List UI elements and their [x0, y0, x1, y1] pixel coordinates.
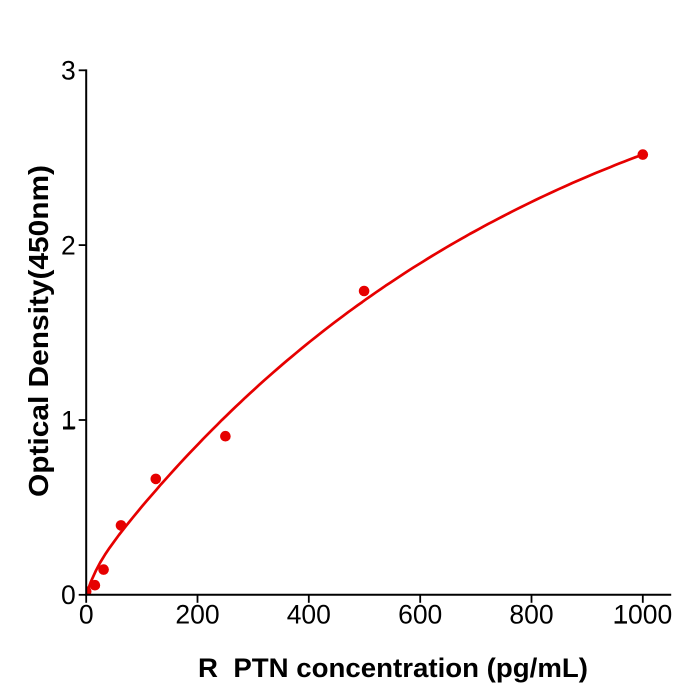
- svg-text:200: 200: [175, 600, 219, 630]
- svg-text:1000: 1000: [613, 600, 672, 630]
- svg-text:3: 3: [61, 56, 76, 86]
- svg-text:Optical Density(450nm): Optical Density(450nm): [23, 165, 54, 497]
- svg-text:1: 1: [61, 405, 76, 435]
- svg-text:0: 0: [61, 580, 76, 610]
- svg-text:2: 2: [61, 230, 76, 260]
- svg-text:800: 800: [509, 600, 553, 630]
- svg-text:R PTN concentration (pg/mL): R PTN concentration (pg/mL): [198, 653, 588, 683]
- svg-text:600: 600: [398, 600, 442, 630]
- svg-text:400: 400: [287, 600, 331, 630]
- svg-text:0: 0: [79, 600, 94, 630]
